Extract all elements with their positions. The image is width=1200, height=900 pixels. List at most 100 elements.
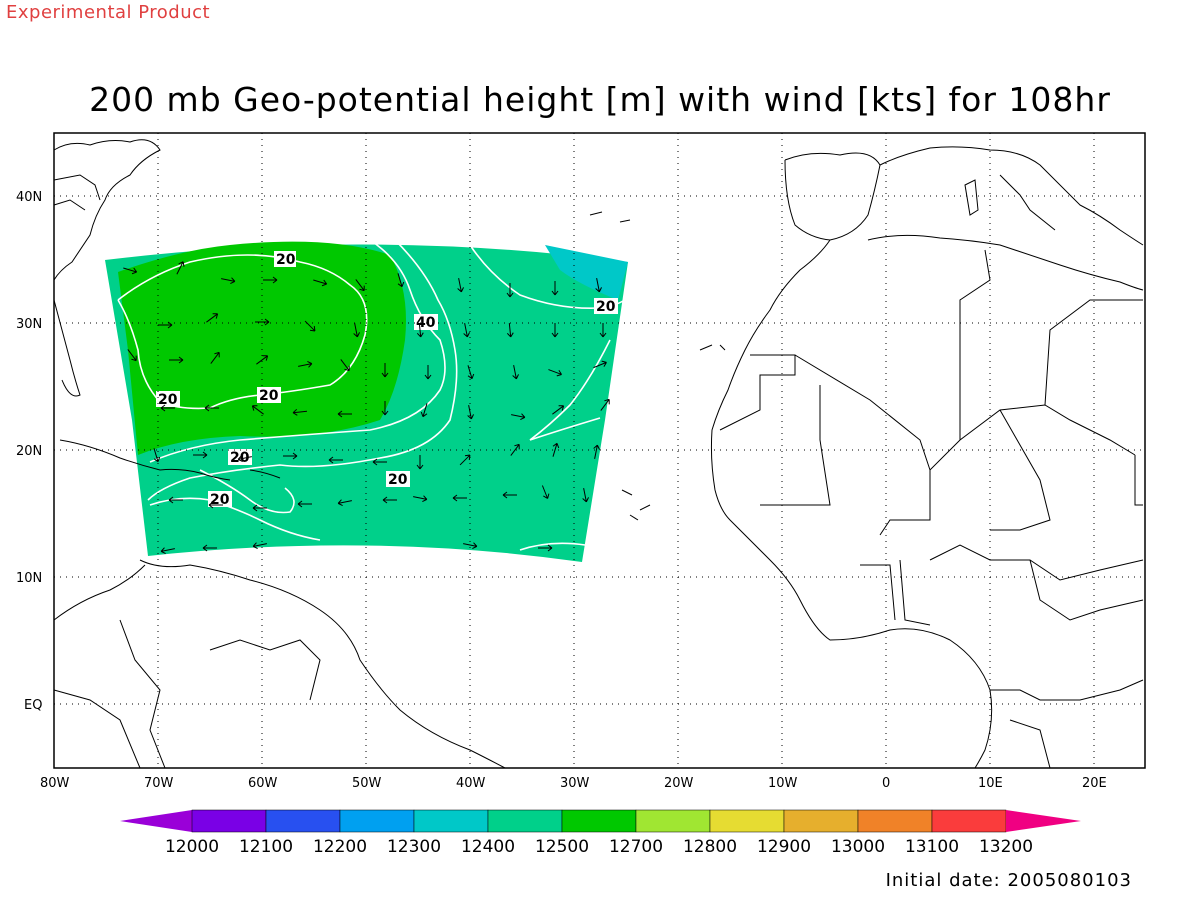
contour-line [149, 497, 321, 541]
contour-line [199, 469, 295, 514]
colorbar-label: 12400 [461, 837, 515, 857]
coastlines [53, 139, 1144, 769]
colorbar-swatch [635, 809, 711, 833]
lon-tick-label: 20W [664, 776, 694, 791]
colorbar-swatch [265, 809, 341, 833]
wind-arrow [463, 542, 478, 549]
lon-axis-labels: 80W 70W 60W 50W 40W 30W 20W 10W 0 10E 20… [40, 776, 1107, 791]
wind-arrow [510, 443, 520, 456]
wind-arrow [204, 404, 219, 412]
lat-axis-labels: 40N 30N 20N 10N EQ [16, 190, 42, 713]
wind-vectors [123, 261, 610, 554]
wind-arrow [221, 277, 236, 284]
wind-arrow [552, 405, 565, 415]
wind-arrow [599, 323, 607, 338]
wind-arrow [208, 501, 223, 509]
wind-arrow [193, 451, 208, 459]
wind-arrow [413, 495, 428, 502]
contour-label: 20 [388, 472, 408, 488]
wind-arrow [153, 448, 161, 463]
contour-line [149, 239, 446, 463]
wind-arrow [292, 408, 308, 416]
contour-lines [117, 239, 626, 551]
colorbar-label: 12800 [683, 837, 737, 857]
lon-tick-label: 10E [978, 776, 1003, 791]
colorbar-label: 12100 [239, 837, 293, 857]
wind-arrow [467, 365, 475, 380]
lon-tick-label: 60W [248, 776, 278, 791]
wind-arrow [237, 455, 252, 462]
colorbar-label: 12500 [535, 837, 589, 857]
lat-tick-label: EQ [24, 698, 42, 713]
wind-arrow [313, 279, 328, 287]
colorbar-swatch [487, 809, 563, 833]
wind-arrow [255, 318, 270, 326]
wind-arrow [416, 455, 424, 470]
colorbar-swatch [191, 809, 267, 833]
lon-tick-label: 50W [352, 776, 382, 791]
wind-arrow [506, 283, 514, 298]
wind-arrow [353, 323, 360, 338]
wind-arrow [600, 398, 610, 411]
wind-arrow [168, 496, 183, 504]
wind-arrow [252, 542, 267, 549]
contour-line [529, 339, 611, 441]
lon-tick-label: 10W [768, 776, 798, 791]
wind-arrow [252, 504, 267, 512]
wind-arrow [210, 351, 220, 364]
wind-arrow [328, 456, 343, 464]
colorbar-label: 12700 [609, 837, 663, 857]
colorbar-swatch [709, 809, 785, 833]
wind-arrow [538, 544, 553, 552]
wind-arrow [593, 444, 600, 459]
wind-arrow [202, 544, 217, 552]
wind-arrow [463, 323, 470, 338]
wind-arrow [355, 279, 365, 292]
wind-arrow [595, 278, 602, 293]
wind-arrow [297, 500, 312, 508]
contour-line [117, 254, 368, 410]
contour-label: 40 [416, 315, 436, 331]
colorbar-label: 12900 [757, 837, 811, 857]
wind-arrow [176, 261, 185, 275]
lat-tick-label: 10N [16, 571, 42, 586]
wind-arrow [467, 405, 474, 420]
colorbar-label: 12200 [313, 837, 367, 857]
wind-arrow [551, 323, 559, 338]
colorbar-label: 13000 [831, 837, 885, 857]
lon-tick-label: 30W [560, 776, 590, 791]
colorbar-label: 13100 [905, 837, 959, 857]
contour-label: 20 [276, 252, 296, 268]
wind-arrow [283, 452, 298, 460]
wind-arrow [511, 413, 526, 420]
lon-tick-label: 20E [1082, 776, 1107, 791]
wind-arrow [381, 401, 389, 416]
wind-arrow [416, 322, 424, 338]
chart-title: 200 mb Geo-potential height [m] with win… [89, 80, 1111, 119]
wind-arrow [582, 488, 589, 503]
colorbar-right-arrow [1006, 810, 1081, 832]
product-tag: Experimental Product [6, 2, 211, 23]
contour-label: 20 [210, 492, 230, 508]
wind-arrow [397, 273, 405, 288]
colorbar-swatch [561, 809, 637, 833]
colorbar: 12000 12100 12200 12300 12400 12500 12700 12800… [120, 809, 1081, 857]
height-field-cyan [545, 245, 628, 300]
wind-arrow [457, 278, 464, 293]
wind-arrow [372, 458, 387, 466]
colorbar-swatch [931, 809, 1007, 833]
wind-arrow [337, 410, 352, 418]
contour-line [519, 542, 586, 551]
wind-arrow [420, 403, 428, 418]
wind-arrow [337, 499, 352, 506]
wind-arrow [552, 442, 560, 457]
wind-arrow [251, 405, 264, 415]
height-field-green [118, 241, 406, 455]
wind-arrow [381, 363, 389, 378]
wind-arrow [206, 313, 219, 323]
wind-arrow [541, 485, 550, 499]
colorbar-swatch [857, 809, 933, 833]
lat-tick-label: 20N [16, 444, 42, 459]
wind-arrow [256, 355, 269, 365]
wind-arrow [548, 369, 562, 377]
